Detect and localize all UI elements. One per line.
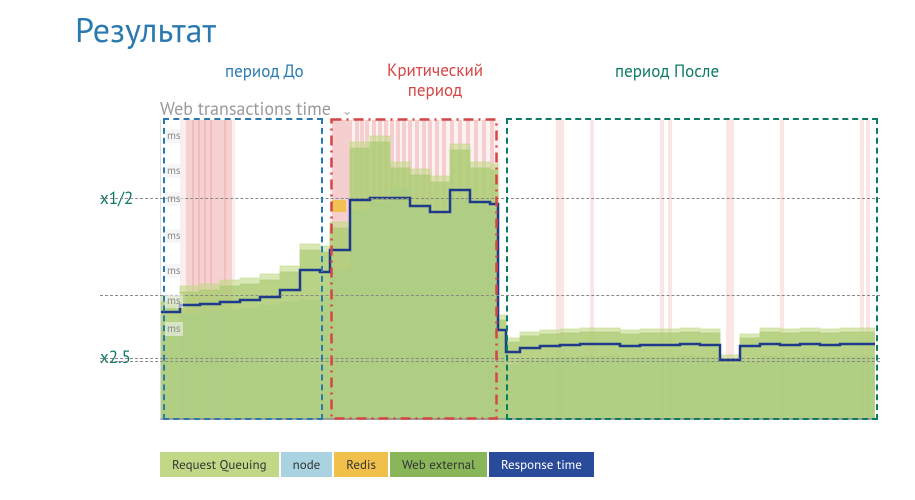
dash-line	[100, 358, 880, 359]
dash-line	[100, 198, 880, 199]
period-label-critical: Критический период	[360, 60, 510, 101]
period-label-after: период После	[615, 60, 719, 82]
page-title: Результат	[75, 8, 216, 52]
legend-node[interactable]: node	[281, 452, 333, 477]
axis-ms-label: ms	[165, 264, 183, 278]
dash-line	[100, 295, 880, 296]
period-label-before: период До	[225, 60, 304, 82]
legend-response-time[interactable]: Response time	[489, 452, 594, 477]
y-annotation-bottom: x2.5	[100, 346, 131, 368]
chart-svg	[160, 120, 875, 420]
legend-redis[interactable]: Redis	[334, 452, 388, 477]
axis-ms-label: ms	[165, 164, 183, 178]
dash-line	[100, 361, 880, 362]
axis-ms-label: ms	[165, 129, 183, 143]
chart-subtitle[interactable]: Web transactions time ⌄	[160, 97, 353, 120]
chevron-down-icon: ⌄	[342, 102, 353, 119]
chart-area	[160, 120, 875, 420]
axis-ms-label: ms	[165, 294, 183, 308]
axis-ms-label: ms	[165, 229, 183, 243]
legend: Request Queuing node Redis Web external …	[160, 452, 596, 477]
axis-ms-label: ms	[165, 322, 183, 336]
legend-web-external[interactable]: Web external	[390, 452, 487, 477]
chart-subtitle-text: Web transactions time	[160, 97, 331, 120]
legend-request-queuing[interactable]: Request Queuing	[160, 452, 279, 477]
axis-ms-label: ms	[165, 192, 183, 206]
